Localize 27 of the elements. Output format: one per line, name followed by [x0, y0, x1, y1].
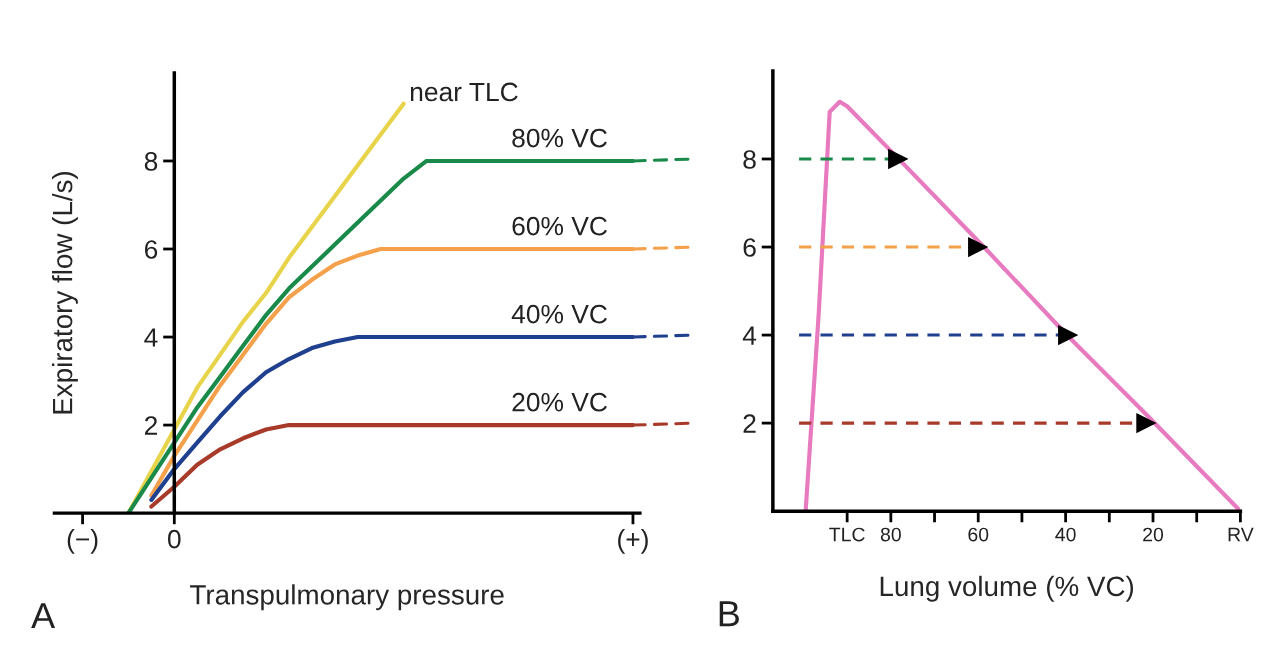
x-tick-label: 80: [880, 527, 901, 542]
y-tick-label: 4: [742, 326, 757, 345]
series-label: 80% VC: [512, 128, 607, 148]
x-tick-label: TLC: [829, 527, 865, 542]
x-tick-label: (+): [618, 529, 648, 554]
y-axis-title: Expiratory flow (L/s): [52, 172, 78, 414]
series-label: 20% VC: [512, 392, 607, 412]
x-tick-label: 60: [968, 527, 989, 542]
y-tick-label: 2: [144, 416, 158, 435]
text: B: [719, 601, 739, 627]
x-tick-label: 40: [1055, 527, 1076, 542]
series-label: 40% VC: [511, 304, 607, 324]
text: A: [31, 603, 56, 629]
series-label: 60% VC: [512, 216, 607, 236]
x-tick-label: 0: [168, 529, 181, 549]
x-axis-title: Transpulmonary pressure: [190, 584, 504, 611]
series-label: near TLC: [410, 82, 518, 102]
y-tick-label: 6: [145, 240, 158, 259]
x-axis-title: Lung volume (% VC): [880, 575, 1134, 602]
x-tick-label: RV: [1228, 527, 1254, 542]
x-tick-label: 20: [1143, 527, 1164, 542]
y-tick-label: 8: [144, 152, 158, 171]
y-tick-label: 4: [144, 328, 158, 347]
x-tick-label: (−): [67, 529, 98, 554]
y-tick-label: 6: [743, 238, 756, 257]
y-tick-label: 8: [743, 150, 756, 169]
y-tick-label: 2: [743, 414, 756, 433]
